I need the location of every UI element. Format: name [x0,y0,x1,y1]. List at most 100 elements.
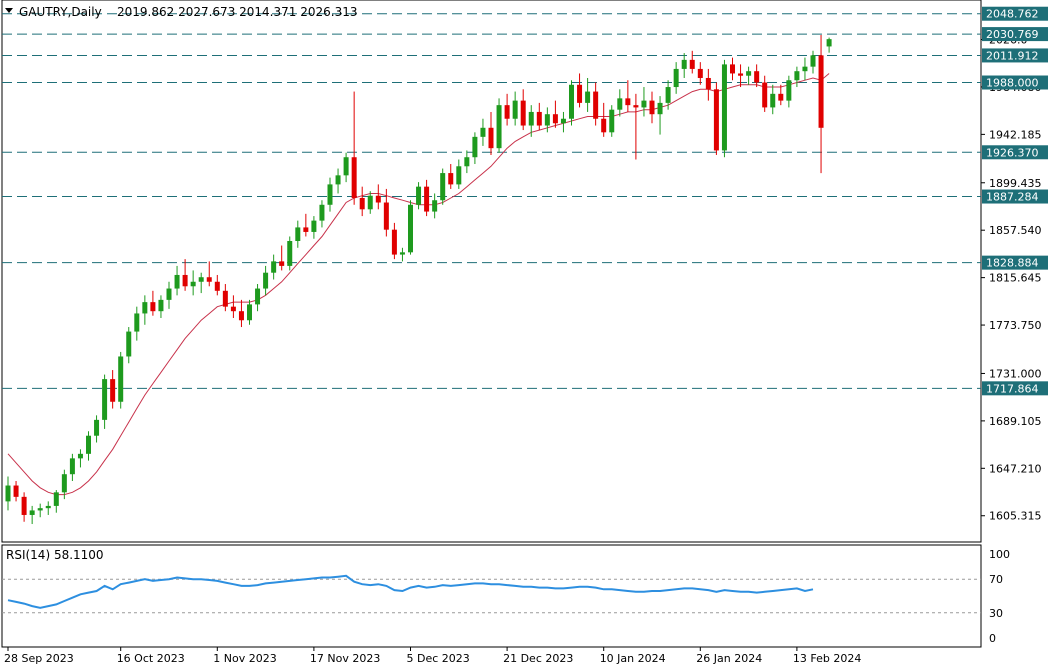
candle[interactable] [255,284,261,312]
candle[interactable] [697,62,703,85]
candle[interactable] [166,281,172,309]
candle[interactable] [53,490,59,513]
candle[interactable] [448,164,454,189]
candle[interactable] [110,370,116,409]
candle[interactable] [206,261,212,287]
candle[interactable] [190,270,196,296]
candle[interactable] [721,59,727,158]
candle[interactable] [488,111,494,155]
candle[interactable] [214,274,220,296]
candle[interactable] [311,216,317,239]
candle[interactable] [762,75,768,112]
candle[interactable] [770,84,776,115]
candle[interactable] [102,374,108,429]
candle[interactable] [408,200,413,255]
candle[interactable] [641,87,647,117]
candle[interactable] [689,50,695,74]
candle[interactable] [633,93,639,160]
candle[interactable] [786,75,792,108]
candle[interactable] [351,91,357,205]
candle[interactable] [327,177,333,212]
candle[interactable] [238,299,244,328]
candle[interactable] [496,98,502,153]
candle[interactable] [657,96,663,135]
triangle-down-icon[interactable] [5,8,13,13]
candle[interactable] [625,80,631,112]
candle[interactable] [222,284,228,312]
candle[interactable] [569,80,574,126]
candle[interactable] [295,220,301,248]
candle[interactable] [810,50,816,74]
candle[interactable] [593,82,599,126]
candle[interactable] [118,351,124,409]
candle[interactable] [778,84,784,106]
candle[interactable] [230,295,236,318]
candle[interactable] [86,431,91,461]
candle[interactable] [464,150,470,174]
candle[interactable] [456,159,462,189]
candle[interactable] [142,295,148,325]
candle[interactable] [150,290,156,316]
candle[interactable] [673,62,679,94]
candle[interactable] [585,77,591,112]
candle[interactable] [287,236,293,271]
candle[interactable] [528,105,534,137]
candle[interactable] [738,64,744,88]
candle[interactable] [45,501,51,515]
candle[interactable] [126,327,132,364]
candle[interactable] [13,481,19,502]
candle[interactable] [182,259,188,291]
candle[interactable] [319,200,325,228]
candle[interactable] [279,245,285,271]
candle[interactable] [754,64,760,88]
candle[interactable] [77,449,83,468]
candle[interactable] [681,53,687,78]
candle[interactable] [730,57,735,81]
candle[interactable] [818,34,824,174]
candle[interactable] [375,184,381,210]
candle[interactable] [424,179,430,217]
candle[interactable] [794,66,800,88]
candle[interactable] [480,118,486,146]
candle[interactable] [416,182,422,210]
candle[interactable] [391,222,397,260]
candle[interactable] [536,102,542,131]
candle[interactable] [617,89,623,117]
candle[interactable] [174,265,180,296]
candle[interactable] [198,272,204,294]
candle[interactable] [705,68,711,101]
candle[interactable] [69,453,75,481]
candle[interactable] [649,91,655,124]
candle[interactable] [713,82,719,155]
candle[interactable] [560,111,566,133]
candle[interactable] [158,295,164,318]
candle[interactable] [37,503,43,518]
candle[interactable] [303,213,309,237]
candle[interactable] [383,188,389,237]
candle[interactable] [61,469,67,500]
candle[interactable] [247,299,252,325]
candle[interactable] [520,89,526,131]
candle[interactable] [746,66,752,85]
candle[interactable] [609,105,615,137]
candle[interactable] [504,93,510,126]
candle[interactable] [552,100,558,128]
candle[interactable] [665,80,671,110]
candle[interactable] [359,186,365,217]
candle[interactable] [367,191,373,214]
candle[interactable] [512,91,518,126]
candle[interactable] [263,265,269,296]
candle[interactable] [94,415,100,443]
candle[interactable] [343,152,349,183]
candle[interactable] [5,476,11,511]
candle[interactable] [432,193,438,219]
candle[interactable] [472,132,478,165]
candle[interactable] [271,254,277,280]
candle[interactable] [134,306,140,341]
candle[interactable] [826,37,832,53]
candle[interactable] [335,168,341,194]
candle[interactable] [544,107,550,133]
candle[interactable] [21,492,27,522]
candle[interactable] [601,102,607,137]
